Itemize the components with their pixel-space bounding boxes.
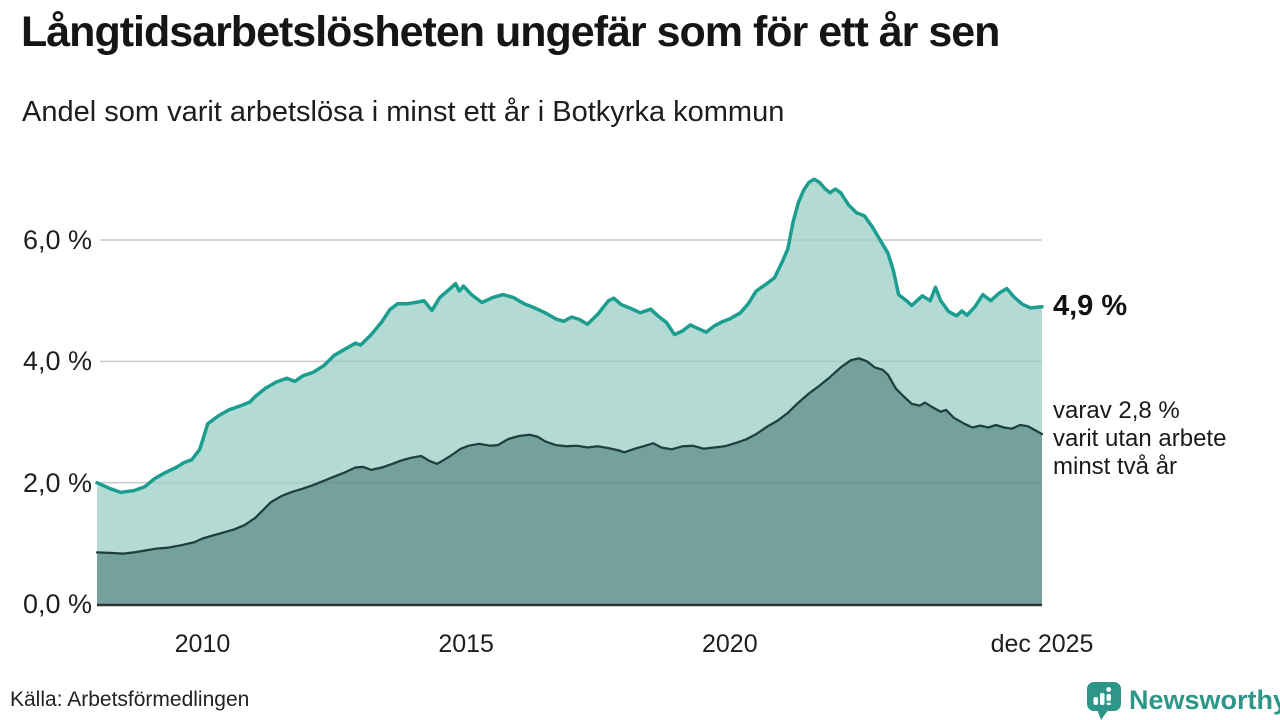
x-tick-label: dec 2025 [990,630,1094,658]
two-year-note-line: minst två år [1053,453,1178,480]
area-two-years [97,358,1042,604]
y-tick-label: 6,0 % [22,225,92,255]
chart-title: Långtidsarbetslösheten ungefär som för e… [21,8,1000,56]
x-tick-label: 2015 [438,630,494,658]
newsworthy-logo-icon [1087,682,1121,720]
newsworthy-logo-text: Newsworthy [1129,685,1280,715]
line-one-year [95,177,1044,495]
x-tick-label: 2010 [174,630,231,658]
chart-subtitle: Andel som varit arbetslösa i minst ett å… [22,96,785,128]
two-year-note: varav 2,8 % varit utan arbete minst två … [1053,397,1226,481]
y-tick-label: 2,0 % [22,467,92,498]
latest-value-label: 4,9 % [1053,290,1128,322]
x-tick-label: 2020 [702,630,758,658]
two-year-note-line: varit utan arbete [1053,425,1227,452]
y-tick-label: 0,0 % [22,589,92,619]
source-caption: Källa: Arbetsförmedlingen [10,688,250,711]
line-two-years [95,357,1044,555]
two-year-note-line: varav 2,8 % [1053,397,1180,424]
newsworthy-logo: Newsworthy [1086,681,1280,720]
y-tick-label: 4,0 % [22,346,92,377]
